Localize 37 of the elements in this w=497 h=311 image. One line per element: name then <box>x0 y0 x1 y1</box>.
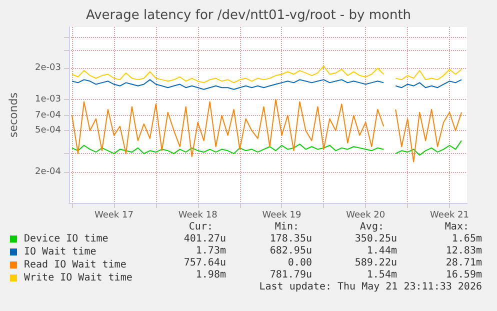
y-tick-label: 2e-03 <box>35 63 61 74</box>
legend-label: IO Wait time <box>24 246 96 258</box>
y-axis-title: seconds <box>7 92 20 138</box>
text: 350.25u <box>354 234 397 244</box>
y-tick-label: 5e-04 <box>35 126 62 136</box>
text: 28.71m <box>446 258 482 268</box>
text: 178.35u <box>270 234 312 244</box>
x-tick-label: Week 19 <box>262 210 302 220</box>
text: 1.65m <box>452 234 482 244</box>
text: Avg: <box>360 222 384 232</box>
text: 1.98m <box>196 270 226 280</box>
text: 12.83m <box>446 246 482 256</box>
text: 0.00 <box>288 258 312 268</box>
text: 589.22u <box>354 258 397 268</box>
text: 401.27u <box>184 234 226 244</box>
x-tick-label: Week 17 <box>94 210 134 220</box>
y-tick-label: 7e-04 <box>35 110 62 120</box>
text: 1.73m <box>196 246 226 256</box>
text: Min: <box>274 222 299 232</box>
legend-label: Device IO time <box>24 234 108 244</box>
x-tick-label: Week 20 <box>346 210 386 220</box>
text: 757.64u <box>184 258 226 268</box>
text: Last update: Thu May 21 23:11:33 2026 <box>259 282 482 292</box>
chart-title: Average latency for /dev/ntt01-vg/root - by month <box>86 8 412 23</box>
x-tick-label: Week 18 <box>178 210 218 220</box>
legend-label: Read IO Wait time <box>24 260 126 270</box>
text: 682.95u <box>270 246 312 256</box>
text: 781.79u <box>270 270 312 280</box>
x-tick-label: Week 21 <box>430 210 470 220</box>
text: Max: <box>444 222 469 232</box>
y-tick-label: 1e-03 <box>35 94 61 104</box>
text: 1.54m <box>366 270 397 280</box>
legend-label: Write IO Wait time <box>24 272 132 284</box>
text: Cur: <box>188 222 213 232</box>
text: 1.44m <box>366 246 397 256</box>
text: 16.59m <box>446 270 482 280</box>
y-tick-label: 2e-04 <box>35 166 62 177</box>
